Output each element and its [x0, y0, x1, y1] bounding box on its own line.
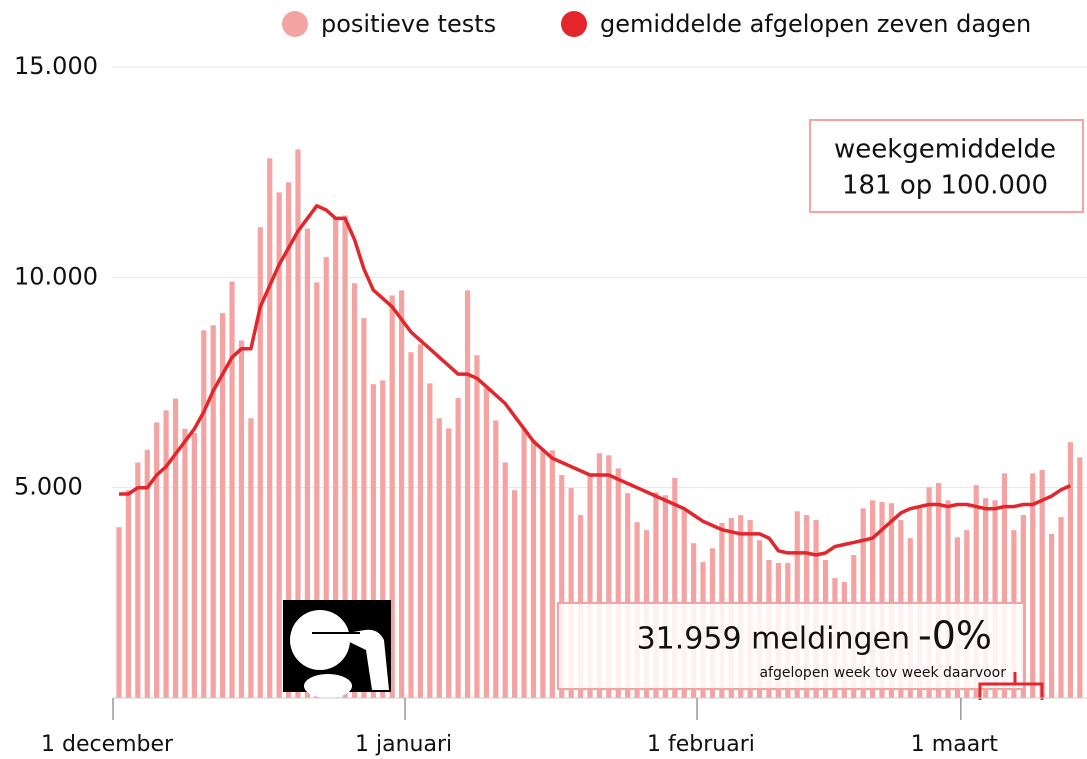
bar	[295, 149, 301, 698]
line-layer	[119, 204, 1072, 557]
bar	[559, 475, 565, 698]
bar	[926, 487, 932, 698]
bar	[455, 398, 461, 698]
bar	[935, 483, 942, 698]
bar	[1048, 533, 1055, 698]
bar	[1039, 469, 1045, 698]
bar	[549, 450, 555, 698]
bar	[304, 228, 310, 698]
bar	[342, 215, 348, 698]
bar	[672, 477, 678, 698]
bar	[945, 500, 951, 698]
y-tick-label: 5.000	[14, 473, 83, 501]
reports-count: 31.959 meldingen	[637, 622, 910, 657]
bar	[1001, 473, 1008, 698]
bar	[483, 388, 489, 698]
reports-change: -0%	[918, 614, 992, 658]
bar	[116, 527, 122, 698]
x-tick-label: 1 maart	[911, 732, 998, 757]
bar	[229, 281, 235, 698]
bar	[888, 503, 895, 698]
test-icon	[283, 600, 391, 698]
bar	[606, 455, 612, 698]
avg-line	[119, 204, 1072, 557]
bar	[163, 410, 169, 698]
week-box	[809, 119, 1084, 213]
bar	[653, 492, 659, 698]
bar	[1067, 442, 1074, 698]
bar	[380, 380, 386, 698]
bar	[1077, 457, 1083, 698]
bar	[191, 432, 197, 698]
bar	[248, 418, 254, 698]
bar	[323, 257, 329, 698]
bar	[333, 217, 339, 699]
bar	[521, 428, 527, 698]
reports-box	[557, 602, 1025, 690]
bar	[1058, 517, 1064, 698]
bar	[596, 453, 603, 698]
reports-note: afgelopen week tov week daarvoor	[759, 665, 1006, 681]
bar	[201, 330, 207, 698]
bar	[267, 158, 273, 698]
week-bracket	[978, 672, 1044, 700]
bar	[502, 462, 508, 698]
bar	[625, 493, 631, 698]
bar	[615, 468, 621, 698]
legend-label: positieve tests	[321, 10, 496, 38]
bar	[276, 192, 282, 698]
legend-swatch	[282, 11, 308, 37]
bar	[135, 462, 141, 698]
legend: positieve tests gemiddelde afgelopen zeve…	[282, 10, 1031, 38]
bar	[238, 340, 245, 698]
bar	[870, 500, 876, 698]
bar	[389, 295, 395, 698]
y-tick-label: 15.000	[14, 52, 98, 80]
week-value: 181 op 100.000	[842, 171, 1048, 201]
legend-label: gemiddelde afgelopen zeven dagen	[600, 10, 1031, 38]
bar	[983, 498, 989, 698]
x-axis	[112, 697, 1087, 720]
week-label: weekgemiddelde	[834, 135, 1056, 165]
bar	[417, 344, 424, 698]
bar	[436, 418, 442, 698]
bar	[587, 473, 593, 698]
bar	[1030, 473, 1036, 698]
bar	[474, 355, 480, 698]
y-tick-label: 10.000	[14, 262, 98, 290]
bar	[399, 290, 405, 698]
bar	[446, 428, 452, 698]
bar	[408, 352, 414, 698]
bar	[125, 490, 132, 698]
x-tick-label: 1 januari	[355, 732, 452, 757]
bar	[172, 398, 179, 698]
bar	[493, 420, 499, 698]
bar	[427, 383, 433, 698]
bar	[154, 422, 160, 698]
bar	[285, 182, 292, 698]
bar	[568, 488, 574, 698]
bar	[370, 384, 376, 698]
x-tick-label: 1 februari	[647, 732, 755, 757]
bar	[257, 227, 263, 699]
bar	[351, 283, 358, 698]
bar	[662, 495, 668, 698]
bar	[144, 449, 150, 698]
bar	[540, 450, 546, 698]
bar	[314, 282, 320, 698]
bar	[879, 501, 885, 698]
bar	[210, 325, 216, 698]
bar	[464, 290, 471, 698]
legend-swatch	[561, 11, 587, 37]
bar	[992, 500, 998, 698]
bar	[530, 440, 537, 698]
bar	[361, 318, 367, 698]
bar	[973, 485, 979, 698]
bar	[220, 313, 226, 698]
x-tick-label: 1 december	[41, 732, 174, 757]
bar	[182, 428, 188, 698]
bar	[512, 490, 518, 698]
